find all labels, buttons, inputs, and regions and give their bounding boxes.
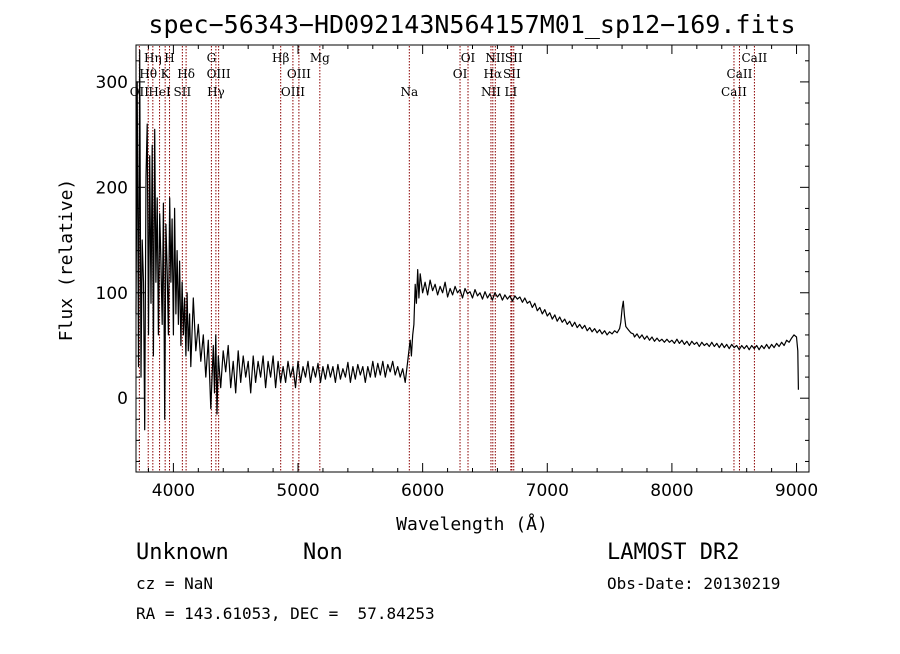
- marker-label-5: H: [164, 51, 174, 65]
- x-tick-label-6000: 6000: [401, 481, 444, 501]
- y-axis-label: Flux (relative): [56, 179, 77, 342]
- y-tick-label-100: 100: [96, 284, 128, 304]
- marker-label-21: SII: [503, 67, 521, 81]
- marker-label-10: Hγ: [207, 85, 225, 99]
- x-tick-label-5000: 5000: [276, 481, 319, 501]
- marker-label-9: OIII: [207, 67, 231, 81]
- marker-label-25: CaII: [727, 67, 753, 81]
- series-line-flux: [135, 49, 799, 431]
- x-tick-label-8000: 8000: [650, 481, 693, 501]
- marker-label-13: OIII: [287, 67, 311, 81]
- marker-label-7: Hδ: [177, 67, 195, 81]
- marker-label-26: CaII: [741, 51, 767, 65]
- y-tick-label-300: 300: [96, 73, 128, 93]
- marker-label-1: Hθ: [139, 67, 157, 81]
- marker-label-24: CaII: [721, 85, 747, 99]
- radec-label: RA = 143.61053, DEC = 57.84253: [136, 604, 435, 623]
- marker-label-11: Hβ: [272, 51, 289, 65]
- marker-label-18: NII: [481, 85, 501, 99]
- marker-label-14: Mg: [310, 51, 330, 65]
- y-tick-label-200: 200: [96, 178, 128, 198]
- marker-label-2: Hη: [144, 51, 162, 65]
- cz-label: cz = NaN: [136, 574, 213, 593]
- marker-label-8: G: [207, 51, 217, 65]
- x-axis-label: Wavelength (Å): [396, 513, 548, 535]
- chart-title: spec−56343−HD092143N564157M01_sp12−169.f…: [148, 10, 795, 39]
- axes: 4000 5000 6000 7000 8000 9000 0 100 200 300: [96, 45, 818, 501]
- marker-label-20: NII: [485, 51, 505, 65]
- obs-date-label: Obs-Date: 20130219: [607, 574, 780, 593]
- y-tick-label-0: 0: [117, 389, 128, 409]
- marker-label-16: OI: [453, 67, 468, 81]
- line-markers: OIIHθHηHeIKHSIIHδGOIIIHγHβOIIIOIIIMgNaOI…: [130, 46, 768, 471]
- marker-label-19: Hα: [484, 67, 503, 81]
- series-layer: [135, 49, 799, 431]
- marker-label-22: LI: [505, 85, 518, 99]
- survey-label: LAMOST DR2: [607, 540, 739, 565]
- marker-label-3: HeI: [148, 85, 171, 99]
- marker-label-4: K: [161, 67, 171, 81]
- marker-label-12: OIII: [281, 85, 305, 99]
- x-tick-label-4000: 4000: [152, 481, 195, 501]
- marker-label-17: OI: [461, 51, 476, 65]
- x-tick-label-9000: 9000: [775, 481, 818, 501]
- subclass-label: Non: [303, 540, 343, 565]
- class-label: Unknown: [136, 540, 229, 565]
- plot-frame: [135, 44, 810, 473]
- x-tick-label-7000: 7000: [526, 481, 569, 501]
- marker-label-6: SII: [174, 85, 192, 99]
- marker-label-15: Na: [400, 85, 418, 99]
- marker-label-23: SII: [505, 51, 523, 65]
